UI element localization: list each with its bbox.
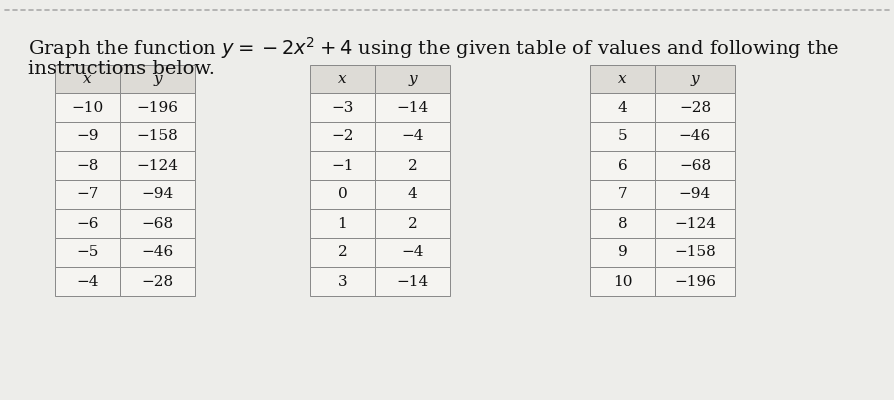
Bar xyxy=(55,65,120,93)
Bar xyxy=(375,267,450,296)
Text: y: y xyxy=(690,72,698,86)
Text: x: x xyxy=(338,72,346,86)
Bar xyxy=(55,122,120,151)
Bar xyxy=(654,122,734,151)
Bar xyxy=(375,180,450,209)
Text: −9: −9 xyxy=(76,130,98,144)
Bar xyxy=(589,122,654,151)
Bar xyxy=(589,209,654,238)
Text: −14: −14 xyxy=(396,100,428,114)
Bar xyxy=(55,267,120,296)
Text: −14: −14 xyxy=(396,274,428,288)
Bar xyxy=(654,180,734,209)
Text: −68: −68 xyxy=(141,216,173,230)
Text: −4: −4 xyxy=(401,130,423,144)
Text: −158: −158 xyxy=(673,246,715,260)
Text: 5: 5 xyxy=(617,130,627,144)
Bar xyxy=(589,151,654,180)
Text: −6: −6 xyxy=(76,216,98,230)
Bar xyxy=(120,238,195,267)
Text: −124: −124 xyxy=(673,216,715,230)
Text: 2: 2 xyxy=(407,158,417,172)
Text: y: y xyxy=(153,72,162,86)
Bar xyxy=(120,209,195,238)
Text: 9: 9 xyxy=(617,246,627,260)
Bar xyxy=(375,209,450,238)
Text: −94: −94 xyxy=(141,188,173,202)
Bar xyxy=(120,267,195,296)
Bar xyxy=(55,151,120,180)
Text: −94: −94 xyxy=(679,188,711,202)
Bar xyxy=(654,209,734,238)
Bar xyxy=(654,238,734,267)
Bar xyxy=(654,267,734,296)
Text: 3: 3 xyxy=(337,274,347,288)
Text: −28: −28 xyxy=(679,100,710,114)
Bar xyxy=(589,65,654,93)
Bar xyxy=(375,122,450,151)
Bar xyxy=(55,180,120,209)
Bar xyxy=(375,151,450,180)
Bar xyxy=(654,93,734,122)
Bar xyxy=(375,93,450,122)
Text: −3: −3 xyxy=(331,100,353,114)
Text: 2: 2 xyxy=(407,216,417,230)
Text: −46: −46 xyxy=(141,246,173,260)
Text: Graph the function $y = -2x^2 + 4$ using the given table of values and following: Graph the function $y = -2x^2 + 4$ using… xyxy=(28,35,839,61)
Text: 4: 4 xyxy=(617,100,627,114)
Bar xyxy=(589,267,654,296)
Bar xyxy=(309,65,375,93)
Bar xyxy=(589,238,654,267)
Bar xyxy=(654,151,734,180)
Text: −28: −28 xyxy=(141,274,173,288)
Bar xyxy=(375,238,450,267)
Text: −68: −68 xyxy=(679,158,710,172)
Bar xyxy=(120,65,195,93)
Text: −7: −7 xyxy=(76,188,98,202)
Bar xyxy=(589,93,654,122)
Bar xyxy=(120,122,195,151)
Bar xyxy=(120,151,195,180)
Text: x: x xyxy=(618,72,626,86)
Bar xyxy=(120,93,195,122)
Text: 8: 8 xyxy=(617,216,627,230)
Bar xyxy=(309,151,375,180)
Text: −5: −5 xyxy=(76,246,98,260)
Text: 0: 0 xyxy=(337,188,347,202)
Bar xyxy=(55,209,120,238)
Text: −10: −10 xyxy=(72,100,104,114)
Text: y: y xyxy=(408,72,417,86)
Bar xyxy=(589,180,654,209)
Bar xyxy=(309,122,375,151)
Bar xyxy=(55,93,120,122)
Text: −2: −2 xyxy=(331,130,353,144)
Text: 1: 1 xyxy=(337,216,347,230)
Text: instructions below.: instructions below. xyxy=(28,60,215,78)
Text: −4: −4 xyxy=(76,274,98,288)
Text: −124: −124 xyxy=(137,158,178,172)
Bar xyxy=(309,180,375,209)
Bar xyxy=(309,93,375,122)
Bar xyxy=(309,209,375,238)
Text: −196: −196 xyxy=(673,274,715,288)
Text: 6: 6 xyxy=(617,158,627,172)
Text: −46: −46 xyxy=(679,130,711,144)
Bar xyxy=(309,267,375,296)
Bar xyxy=(654,65,734,93)
Bar xyxy=(375,65,450,93)
Text: −158: −158 xyxy=(137,130,178,144)
Text: 2: 2 xyxy=(337,246,347,260)
Bar xyxy=(309,238,375,267)
Bar xyxy=(120,180,195,209)
Text: 10: 10 xyxy=(612,274,631,288)
Text: 4: 4 xyxy=(407,188,417,202)
Text: −4: −4 xyxy=(401,246,423,260)
Text: −196: −196 xyxy=(137,100,178,114)
Bar xyxy=(55,238,120,267)
Text: −1: −1 xyxy=(331,158,353,172)
Text: −8: −8 xyxy=(76,158,98,172)
Text: 7: 7 xyxy=(617,188,627,202)
Text: x: x xyxy=(83,72,92,86)
